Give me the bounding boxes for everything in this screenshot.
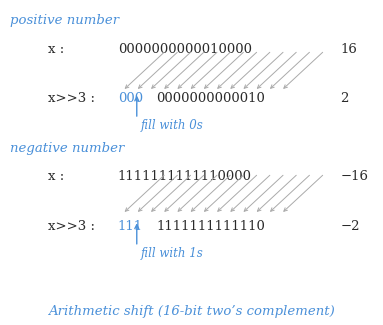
- Text: −16: −16: [340, 171, 368, 184]
- Text: −2: −2: [340, 220, 360, 233]
- Text: x>>3 :: x>>3 :: [48, 92, 103, 105]
- Text: 111: 111: [118, 220, 143, 233]
- Text: x>>3 :: x>>3 :: [48, 220, 103, 233]
- Text: 1111111111110: 1111111111110: [156, 220, 265, 233]
- Text: negative number: negative number: [10, 142, 125, 155]
- Text: fill with 1s: fill with 1s: [141, 247, 203, 260]
- Text: fill with 0s: fill with 0s: [141, 119, 203, 132]
- Text: 0000000000010000: 0000000000010000: [118, 43, 252, 56]
- Text: 2: 2: [340, 92, 349, 105]
- Text: 000: 000: [118, 92, 143, 105]
- Text: 16: 16: [340, 43, 357, 56]
- Text: positive number: positive number: [10, 14, 119, 27]
- Text: x :: x :: [48, 171, 77, 184]
- Text: 0000000000010: 0000000000010: [156, 92, 265, 105]
- Text: x :: x :: [48, 43, 77, 56]
- Text: Arithmetic shift (16-bit two’s complement): Arithmetic shift (16-bit two’s complemen…: [48, 305, 335, 318]
- Text: 1111111111110000: 1111111111110000: [118, 171, 252, 184]
